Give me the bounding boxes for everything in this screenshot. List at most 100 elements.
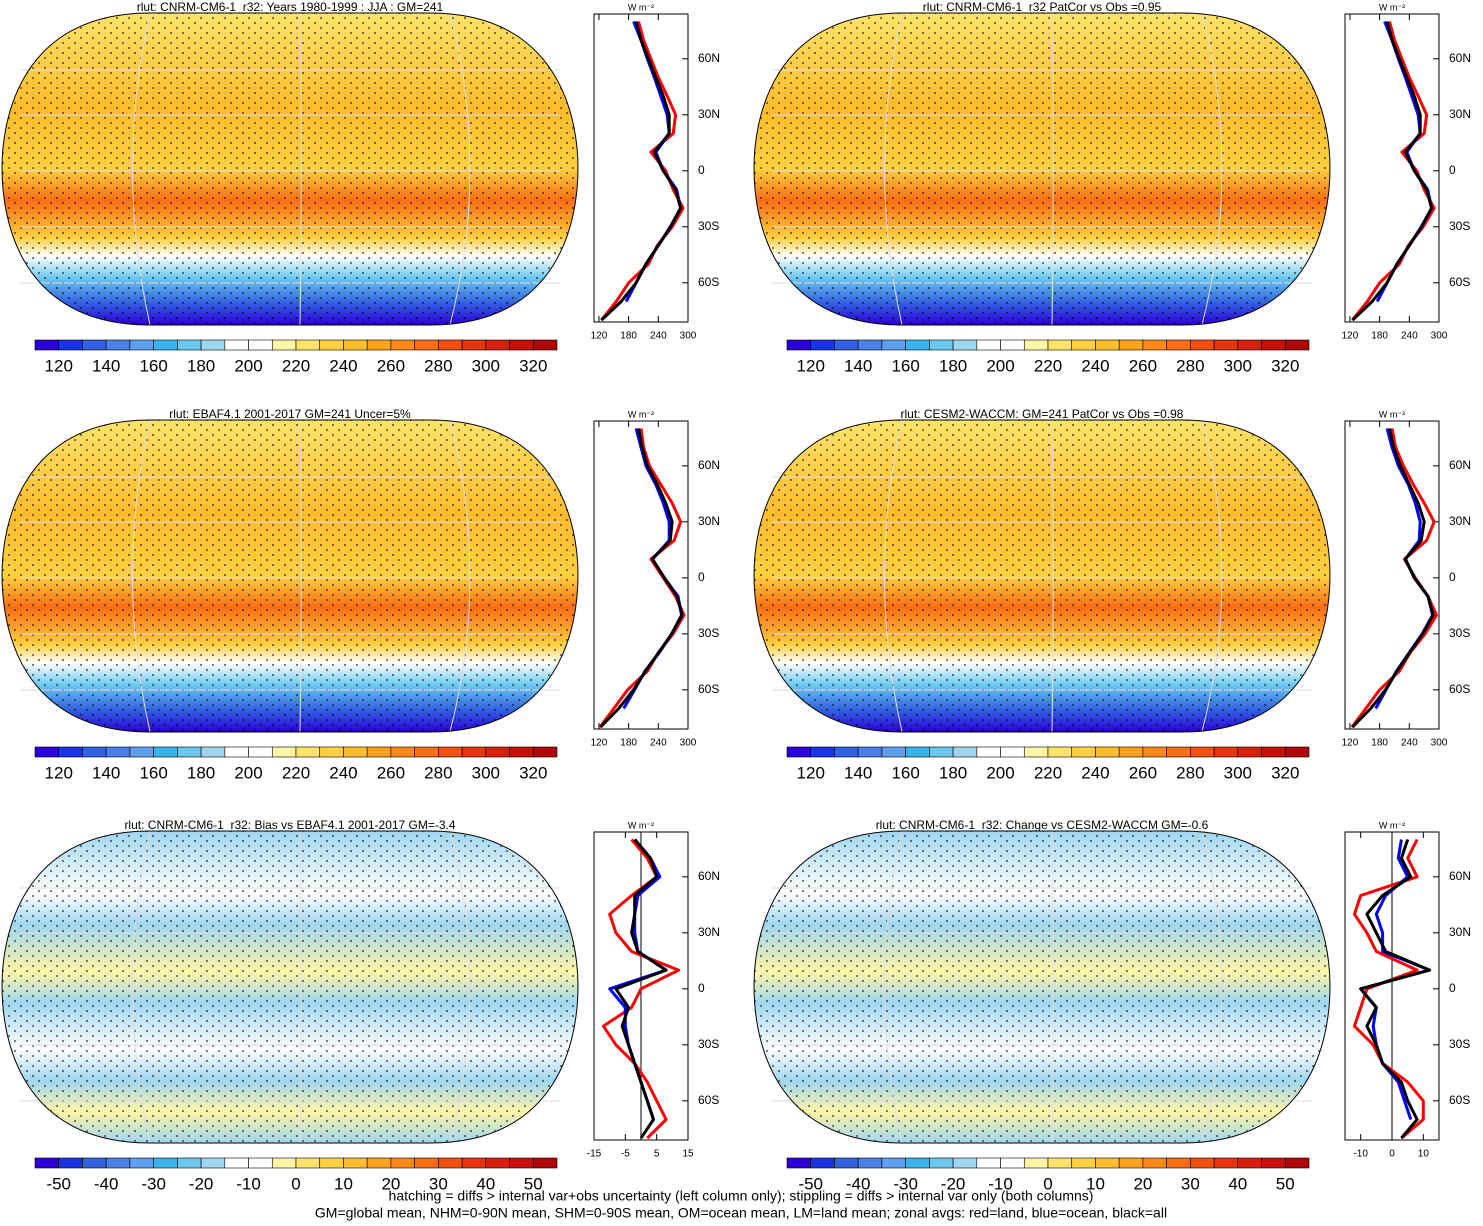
colorbar-label: 0 [1043,1174,1052,1193]
colorbar-label: 240 [329,763,357,782]
y-tick-label: 60N [698,51,720,65]
colorbar-box [929,339,954,351]
map-outline [753,12,1331,326]
graticule [449,419,471,733]
plot-frame [593,420,689,730]
stippling [754,13,1330,325]
colorbar-box [248,1157,273,1169]
colorbar-label: -20 [941,1174,966,1193]
colorbar-box [881,746,906,758]
colorbar-label: 120 [797,763,825,782]
colorbar-label: 120 [45,356,73,375]
x-tick-label: 5 [654,1149,660,1160]
colorbar-box [929,1157,954,1169]
colorbar-label: 300 [472,356,500,375]
colorbar-label: 160 [139,763,167,782]
colorbar-box [810,1157,835,1169]
map-outline [753,830,1331,1144]
graticule [884,12,903,326]
colorbar-box [82,1157,107,1169]
colorbar-box [153,339,178,351]
colorbar-box [461,339,487,351]
colorbar-box [834,746,859,758]
stippling [2,420,578,732]
colorbar-box [34,1157,60,1169]
colorbar-box [857,1157,883,1169]
y-tick-label: 60N [1449,869,1471,883]
y-tick-label: 0 [1449,981,1456,995]
colorbar-box [82,746,107,758]
graticule [449,830,471,1144]
colorbar-box [834,339,859,351]
colorbar-box [153,746,178,758]
colorbar-box [200,339,226,351]
colorbar-box [485,1157,510,1169]
colorbar-label: 200 [234,356,262,375]
colorbar-box [509,1157,534,1169]
colorbar-box [1095,1157,1120,1169]
colorbar-box [58,1157,83,1169]
y-tick-label: 0 [1449,163,1456,177]
graticule [132,419,151,733]
colorbar-label: 0 [291,1174,300,1193]
graticule [1051,830,1054,1144]
graticule [1201,419,1223,733]
x-tick-label: 300 [1431,331,1448,342]
colorbar-box [271,339,297,351]
colorbar-label: 140 [844,356,872,375]
colorbar-box [1261,746,1286,758]
zonal-line [1352,838,1425,1140]
colorbar-label: -40 [846,1174,871,1193]
colorbar-label: 220 [1034,763,1062,782]
colorbar-box [153,1157,178,1169]
colorbar-label: 140 [92,763,120,782]
colorbar-box [1237,746,1262,758]
y-tick-label: 30N [698,514,720,528]
colorbar-box [485,746,510,758]
zonal-panel: W m⁻² -15 -5 5 15 60N 30N 0 30S 60S [587,820,720,1159]
colorbar-box [810,339,835,351]
colorbar-label: 260 [377,763,405,782]
colorbar-box [271,1157,297,1169]
colorbar-label: 240 [1081,763,1109,782]
colorbar-label: 240 [329,356,357,375]
colorbar-box [1142,1157,1167,1169]
zonal-line [600,21,683,322]
unit-label: W m⁻² [1379,820,1405,830]
colorbar-box [200,746,226,758]
colorbar-label: 320 [1271,763,1299,782]
stippling [754,420,1330,732]
y-tick-label: 30N [698,925,720,939]
colorbar-label: 260 [1129,356,1157,375]
graticule [1201,12,1223,326]
colorbar-label: -30 [893,1174,918,1193]
map-outline [1,830,579,1144]
colorbar-box [485,339,510,351]
colorbar-box [1118,339,1144,351]
zonal-line [1359,839,1432,1140]
y-tick-label: 30N [1449,925,1471,939]
y-tick-label: 60S [698,682,719,696]
colorbar-box [366,1157,392,1169]
colorbar-box [1284,339,1310,351]
y-tick-label: 60S [1449,1093,1470,1107]
map-panel: rlut: CESM2-WACCM: GM=241 PatCor vs Obs … [753,407,1331,782]
graticule [1051,12,1054,326]
colorbar-box [319,1157,344,1169]
colorbar-box [1261,339,1286,351]
map-panel: rlut: CNRM-CM6-1_r32 PatCor vs Obs =0.95… [753,0,1331,375]
map-outline [753,419,1331,733]
graticule [449,12,471,326]
colorbar-label: 160 [891,356,919,375]
colorbar-box [295,746,321,758]
x-tick-label: 240 [650,738,667,749]
colorbar-box [1190,1157,1215,1169]
x-tick-label: -5 [621,1149,630,1160]
graticule [884,830,903,1144]
zonal-line [599,428,684,729]
colorbar-box [532,746,558,758]
colorbar-box [1047,339,1073,351]
colorbar-box [129,339,154,351]
colorbar-box [1190,339,1215,351]
colorbar-box [295,339,321,351]
